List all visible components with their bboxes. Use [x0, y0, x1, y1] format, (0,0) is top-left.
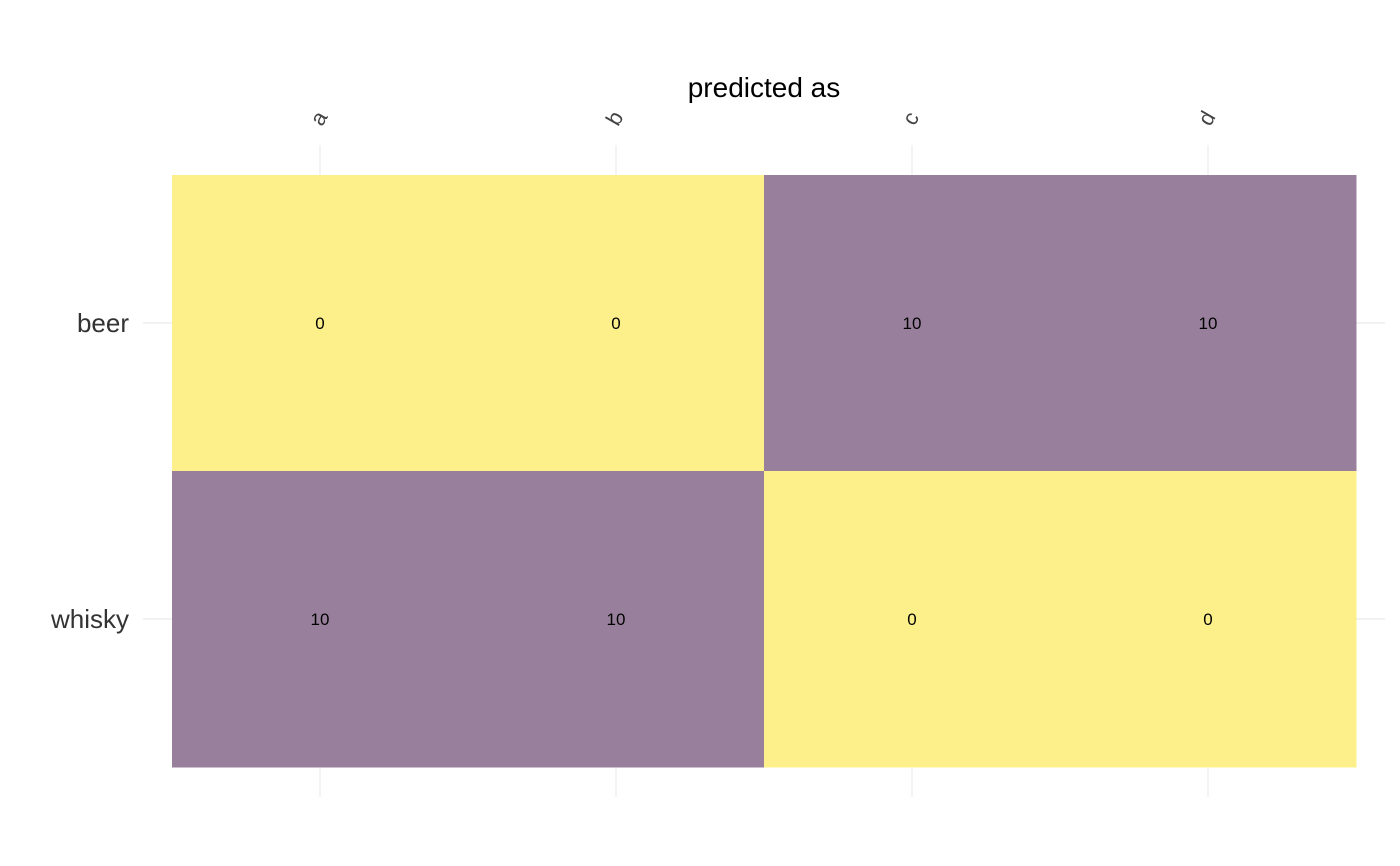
heatmap-cell-beer-d	[1060, 175, 1357, 472]
cell-value-beer-a: 0	[315, 314, 324, 333]
cell-value-beer-c: 10	[903, 314, 922, 333]
cell-value-labels: 0 0 10 10 10 10 0 0	[311, 314, 1218, 629]
heatmap-cell-beer-c	[764, 175, 1061, 472]
heatmap-cell-whisky-c	[764, 471, 1061, 768]
cell-value-whisky-b: 10	[607, 610, 626, 629]
cell-value-whisky-a: 10	[311, 610, 330, 629]
heatmap-cell-whisky-a	[172, 471, 469, 768]
cell-value-beer-d: 10	[1199, 314, 1218, 333]
y-tick-label-whisky: whisky	[50, 604, 129, 634]
heatmap-cells	[172, 175, 1357, 768]
heatmap-cell-beer-a	[172, 175, 469, 472]
y-axis-ticks: beer whisky	[50, 308, 129, 634]
cell-value-whisky-c: 0	[907, 610, 916, 629]
cell-value-whisky-d: 0	[1203, 610, 1212, 629]
x-tick-label-a: a	[305, 106, 333, 130]
x-tick-label-b: b	[601, 107, 629, 130]
x-axis-ticks: a b c d	[305, 106, 1221, 130]
y-tick-label-beer: beer	[77, 308, 129, 338]
heatmap-cell-whisky-b	[468, 471, 765, 768]
heatmap-cell-whisky-d	[1060, 471, 1357, 768]
cell-value-beer-b: 0	[611, 314, 620, 333]
x-tick-label-d: d	[1193, 107, 1221, 130]
heatmap-cell-beer-b	[468, 175, 765, 472]
x-tick-label-c: c	[897, 107, 924, 129]
chart-title: predicted as	[688, 72, 841, 103]
